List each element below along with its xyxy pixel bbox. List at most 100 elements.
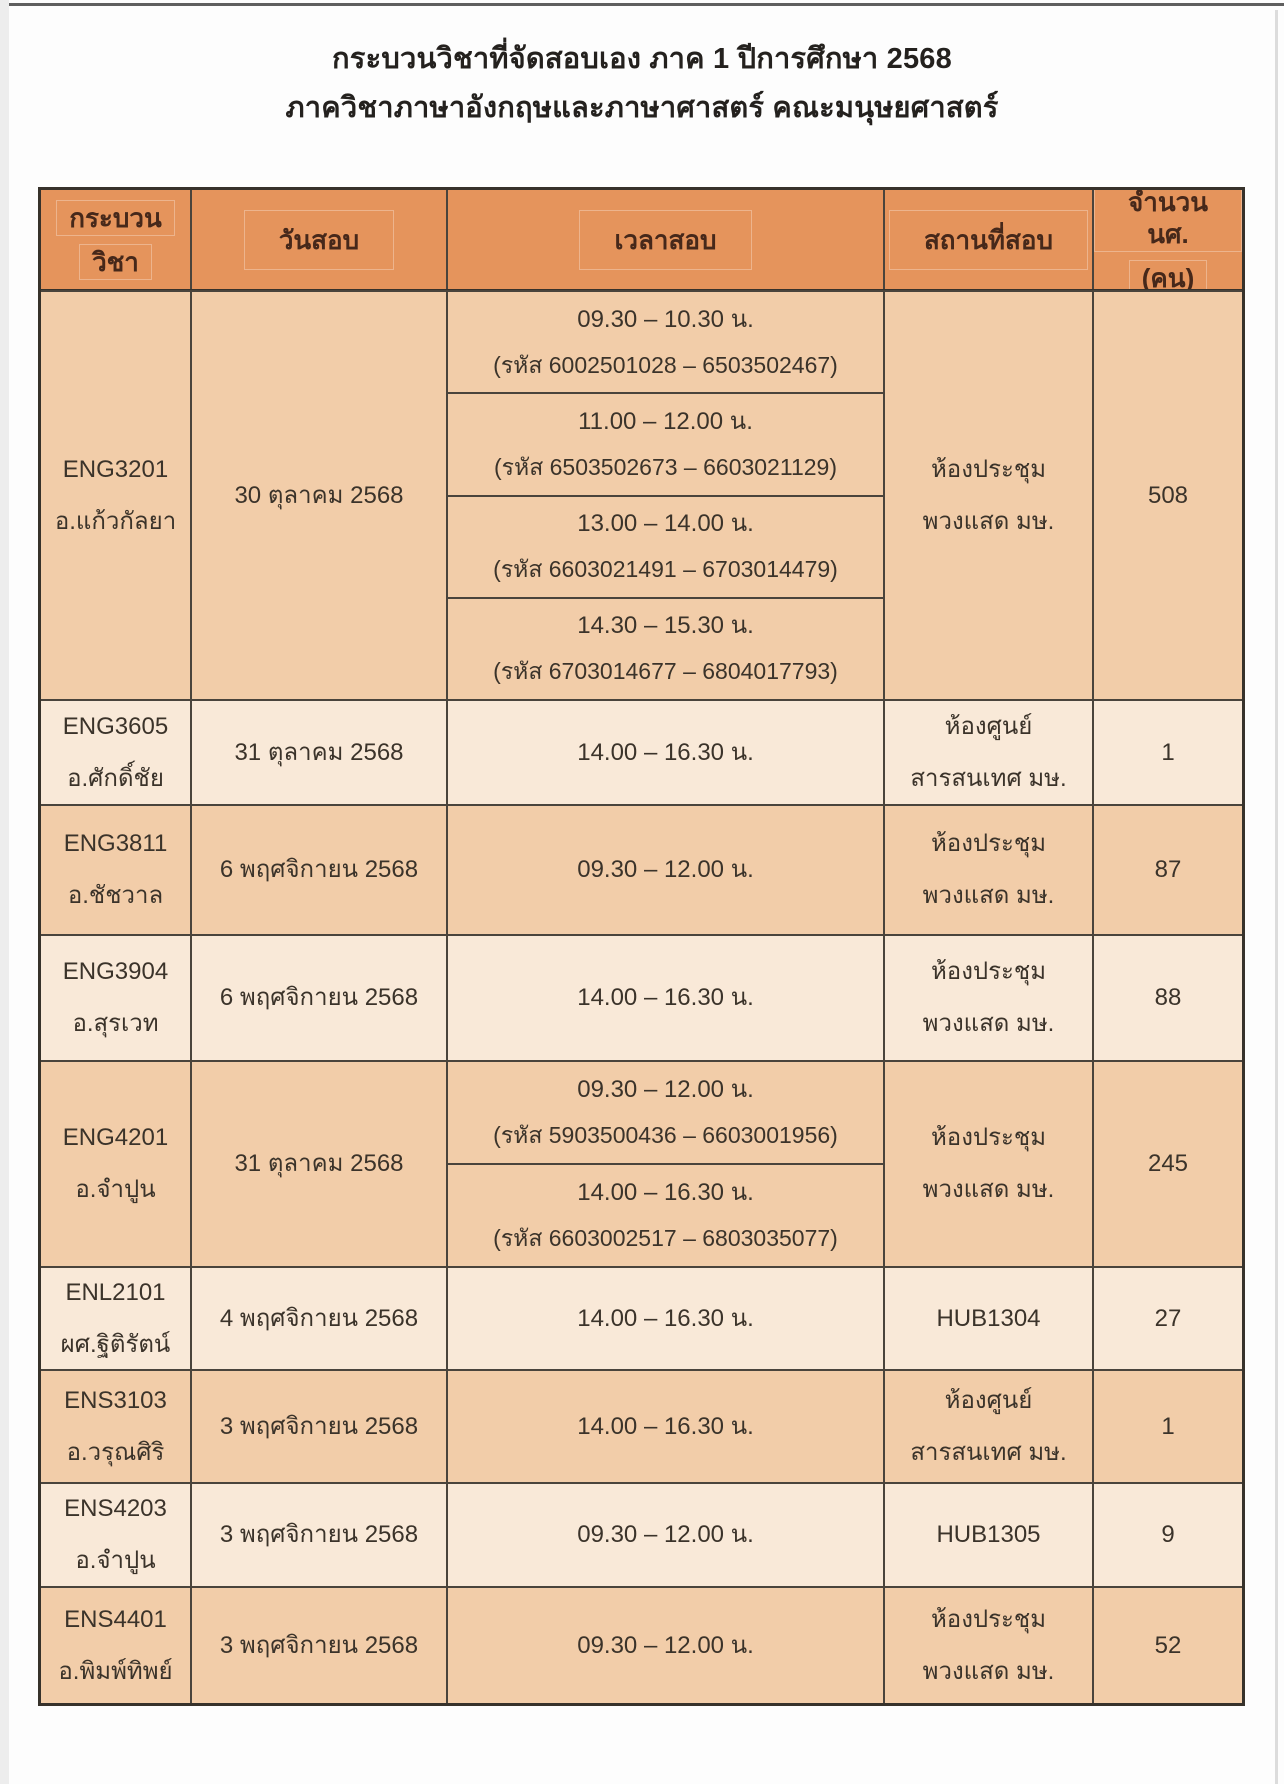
instructor-name: อ.จำปูน: [75, 1176, 156, 1203]
course-code: ENG3201: [62, 455, 169, 483]
exam-location-line2: พวงแสด มษ.: [922, 1657, 1055, 1685]
exam-time: 14.00 – 16.30 น.: [577, 738, 754, 766]
exam-location-cell: HUB1305: [883, 1484, 1092, 1586]
student-count-cell: 508: [1092, 292, 1242, 699]
page-right-edge: [1275, 10, 1278, 1784]
page-top-edge: [9, 3, 1284, 6]
exam-date: 30 ตุลาคม 2568: [234, 481, 404, 509]
course-code: ENS4401: [64, 1605, 167, 1633]
table-row-enl2101: ENL2101 ผศ.ฐิติรัตน์ 4 พฤศจิกายน 2568 14…: [41, 1266, 1242, 1369]
time-slot: 14.00 – 16.30 น.: [448, 1371, 883, 1482]
exam-time-cell: 09.30 – 10.30 น. (รหัส 6002501028 – 6503…: [446, 292, 883, 699]
course-cell: ENS4203 อ.จำปูน: [41, 1484, 190, 1586]
table-row-eng4201: ENG4201 อ.จำปูน 31 ตุลาคม 2568 09.30 – 1…: [41, 1060, 1242, 1266]
exam-location-cell: ห้องศูนย์ สารสนเทศ มษ.: [883, 1371, 1092, 1482]
exam-location-line2: สารสนเทศ มษ.: [910, 1438, 1067, 1466]
student-count: 88: [1154, 984, 1182, 1011]
header-count-line1: จำนวน นศ.: [1094, 190, 1242, 252]
student-count-cell: 1: [1092, 1371, 1242, 1482]
document-title: กระบวนวิชาที่จัดสอบเอง ภาค 1 ปีการศึกษา …: [332, 43, 952, 75]
course-cell: ENG3811 อ.ชัชวาล: [41, 806, 190, 934]
table-row-eng3811: ENG3811 อ.ชัชวาล 6 พฤศจิกายน 2568 09.30 …: [41, 804, 1242, 934]
exam-location-line1: ห้องประชุม: [930, 958, 1047, 985]
exam-location-line1: HUB1304: [936, 1304, 1041, 1332]
course-cell: ENS4401 อ.พิมพ์ทิพย์: [41, 1588, 190, 1703]
time-slot: 13.00 – 14.00 น. (รหัส 6603021491 – 6703…: [448, 494, 883, 597]
table-row-ens4203: ENS4203 อ.จำปูน 3 พฤศจิกายน 2568 09.30 –…: [41, 1482, 1242, 1586]
exam-time: 09.30 – 10.30 น.: [577, 305, 754, 333]
exam-date: 31 ตุลาคม 2568: [234, 1150, 404, 1177]
course-code: ENG3904: [62, 958, 169, 985]
exam-time-cell: 14.00 – 16.30 น.: [446, 1371, 883, 1482]
exam-date: 6 พฤศจิกายน 2568: [219, 984, 419, 1011]
exam-time-cell: 09.30 – 12.00 น.: [446, 1588, 883, 1703]
exam-time: 11.00 – 12.00 น.: [578, 407, 753, 435]
exam-time: 09.30 – 12.00 น.: [577, 1631, 754, 1659]
exam-location-line1: ห้องประชุม: [930, 455, 1047, 483]
table-header-row: กระบวน วิชา วันสอบ เวลาสอบ สถานที่สอบ จำ…: [41, 190, 1242, 290]
time-slot: 09.30 – 12.00 น.: [448, 1484, 883, 1586]
course-code: ENG3605: [62, 712, 169, 740]
course-cell: ENG3904 อ.สุรเวท: [41, 936, 190, 1060]
exam-location-line1: ห้องประชุม: [930, 1605, 1047, 1633]
course-cell: ENG3201 อ.แก้วกัลยา: [41, 292, 190, 699]
time-slot: 09.30 – 12.00 น. (รหัส 5903500436 – 6603…: [448, 1062, 883, 1163]
exam-time-cell: 09.30 – 12.00 น. (รหัส 5903500436 – 6603…: [446, 1062, 883, 1266]
exam-location-line1: ห้องประชุม: [930, 1124, 1047, 1151]
exam-location-line1: ห้องศูนย์: [944, 1386, 1033, 1414]
header-time-label: เวลาสอบ: [579, 209, 752, 270]
student-count: 87: [1154, 856, 1182, 883]
time-slot: 14.00 – 16.30 น. (รหัส 6603002517 – 6803…: [448, 1163, 883, 1266]
exam-date-cell: 3 พฤศจิกายน 2568: [190, 1588, 446, 1703]
exam-location-line2: สารสนเทศ มษ.: [910, 764, 1067, 792]
time-slot: 09.30 – 12.00 น.: [448, 1588, 883, 1703]
time-slot: 14.30 – 15.30 น. (รหัส 6703014677 – 6804…: [448, 596, 883, 699]
exam-date: 3 พฤศจิกายน 2568: [219, 1521, 419, 1548]
student-count: 9: [1161, 1521, 1175, 1548]
instructor-name: อ.จำปูน: [75, 1547, 156, 1574]
document-header: กระบวนวิชาที่จัดสอบเอง ภาค 1 ปีการศึกษา …: [0, 40, 1284, 138]
exam-date-cell: 4 พฤศจิกายน 2568: [190, 1268, 446, 1369]
exam-schedule-table: กระบวน วิชา วันสอบ เวลาสอบ สถานที่สอบ จำ…: [38, 187, 1245, 1706]
instructor-name: อ.วรุณศิริ: [66, 1438, 165, 1466]
instructor-name: อ.แก้วกัลยา: [54, 507, 177, 535]
exam-date-cell: 3 พฤศจิกายน 2568: [190, 1484, 446, 1586]
instructor-name: อ.สุรเวท: [72, 1010, 159, 1037]
exam-location-line2: พวงแสด มษ.: [922, 882, 1055, 909]
page-left-edge: [0, 0, 9, 1784]
exam-location-cell: ห้องประชุม พวงแสด มษ.: [883, 292, 1092, 699]
exam-location-line2: พวงแสด มษ.: [922, 1176, 1055, 1203]
header-time-column: เวลาสอบ: [446, 190, 883, 289]
exam-time-cell: 14.00 – 16.30 น.: [446, 701, 883, 804]
instructor-name: ผศ.ฐิติรัตน์: [60, 1330, 171, 1358]
exam-location-line2: พวงแสด มษ.: [922, 507, 1055, 535]
exam-date-cell: 30 ตุลาคม 2568: [190, 292, 446, 699]
header-date-column: วันสอบ: [190, 190, 446, 289]
document-subtitle: ภาควิชาภาษาอังกฤษและภาษาศาสตร์ คณะมนุษยศ…: [285, 92, 999, 124]
student-id-range: (รหัส 6503502673 – 6603021129): [494, 453, 837, 480]
exam-time: 09.30 – 12.00 น.: [577, 1076, 754, 1103]
exam-time-cell: 14.00 – 16.30 น.: [446, 936, 883, 1060]
exam-time-cell: 14.00 – 16.30 น.: [446, 1268, 883, 1369]
course-code: ENG3811: [63, 830, 168, 857]
table-row-ens3103: ENS3103 อ.วรุณศิริ 3 พฤศจิกายน 2568 14.0…: [41, 1369, 1242, 1482]
exam-time: 09.30 – 12.00 น.: [577, 856, 754, 883]
student-id-range: (รหัส 6603021491 – 6703014479): [493, 556, 838, 583]
time-slot: 11.00 – 12.00 น. (รหัส 6503502673 – 6603…: [448, 392, 883, 494]
exam-time: 14.00 – 16.30 น.: [577, 1304, 754, 1332]
table-row-eng3201: ENG3201 อ.แก้วกัลยา 30 ตุลาคม 2568 09.30…: [41, 290, 1242, 699]
exam-date: 3 พฤศจิกายน 2568: [219, 1412, 419, 1440]
time-slot: 14.00 – 16.30 น.: [448, 936, 883, 1060]
student-count-cell: 245: [1092, 1062, 1242, 1266]
exam-location-cell: HUB1304: [883, 1268, 1092, 1369]
exam-time: 14.00 – 16.30 น.: [577, 1179, 754, 1206]
exam-location-cell: ห้องประชุม พวงแสด มษ.: [883, 1062, 1092, 1266]
exam-time: 14.00 – 16.30 น.: [577, 984, 754, 1011]
exam-time: 14.30 – 15.30 น.: [577, 612, 754, 640]
exam-location-line1: ห้องประชุม: [930, 830, 1047, 857]
student-count: 27: [1154, 1304, 1182, 1332]
exam-time: 09.30 – 12.00 น.: [577, 1521, 754, 1548]
course-cell: ENG3605 อ.ศักดิ์ชัย: [41, 701, 190, 804]
time-slot: 09.30 – 12.00 น.: [448, 806, 883, 934]
student-count: 245: [1147, 1150, 1189, 1177]
